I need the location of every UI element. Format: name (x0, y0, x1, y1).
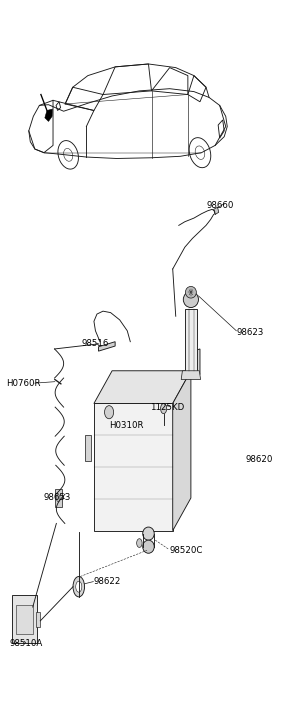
Text: 98510A: 98510A (9, 639, 42, 648)
Ellipse shape (73, 577, 85, 597)
Ellipse shape (183, 292, 198, 308)
Text: H0310R: H0310R (109, 421, 144, 430)
Text: 98653: 98653 (44, 494, 71, 502)
Ellipse shape (76, 582, 82, 592)
Polygon shape (45, 109, 52, 121)
Polygon shape (214, 207, 219, 214)
Ellipse shape (143, 540, 154, 553)
Ellipse shape (143, 527, 154, 540)
Text: 98620: 98620 (245, 455, 273, 464)
FancyBboxPatch shape (12, 595, 37, 643)
Polygon shape (173, 371, 191, 531)
Ellipse shape (137, 539, 142, 547)
Bar (85, 435, 91, 461)
Ellipse shape (161, 403, 167, 414)
Text: 98520C: 98520C (170, 546, 203, 555)
Text: 98622: 98622 (94, 577, 121, 586)
Polygon shape (98, 342, 115, 351)
Bar (36, 612, 40, 627)
Polygon shape (181, 371, 201, 379)
Bar (55, 489, 62, 507)
Polygon shape (94, 371, 191, 403)
Ellipse shape (185, 286, 196, 298)
Ellipse shape (105, 406, 114, 419)
Text: H0760R: H0760R (6, 379, 41, 387)
Text: 98660: 98660 (206, 201, 233, 209)
Text: 98516: 98516 (82, 339, 109, 348)
Ellipse shape (56, 494, 60, 502)
Text: 1125KD: 1125KD (150, 403, 184, 411)
Polygon shape (188, 349, 200, 374)
Bar (94, 403, 173, 531)
Text: 98623: 98623 (236, 328, 264, 337)
Bar (16, 605, 33, 634)
Bar (185, 309, 197, 371)
